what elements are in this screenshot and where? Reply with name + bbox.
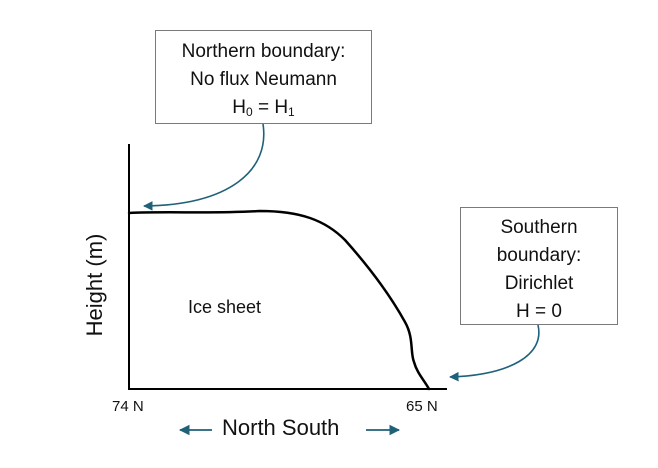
eq-h0: H bbox=[232, 97, 246, 118]
southern-boundary-box: Southern boundary: Dirichlet H = 0 bbox=[460, 207, 618, 325]
eq-equals-h1: = H bbox=[252, 97, 289, 118]
northern-boundary-type: No flux Neumann bbox=[190, 69, 337, 90]
southern-boundary-arrow bbox=[449, 324, 540, 382]
southern-boundary-line1: Southern bbox=[500, 217, 578, 238]
x-axis-label: North South bbox=[222, 415, 340, 440]
northern-boundary-title: Northern boundary: bbox=[181, 41, 346, 62]
x-tick-65n: 65 N bbox=[406, 398, 438, 415]
y-axis-label: Height (m) bbox=[82, 233, 107, 337]
x-tick-74n: 74 N bbox=[112, 398, 144, 415]
northern-boundary-arrow bbox=[143, 123, 265, 211]
eq-h1-subscript: 1 bbox=[288, 105, 295, 119]
ice-sheet-label: Ice sheet bbox=[188, 297, 262, 317]
southern-boundary-type: Dirichlet bbox=[504, 273, 574, 294]
southern-boundary-equation: H = 0 bbox=[516, 301, 562, 322]
eq-h0-subscript: 0 bbox=[245, 105, 253, 119]
northern-boundary-equation: H0 = H1 bbox=[156, 94, 371, 122]
northern-boundary-box: Northern boundary: No flux Neumann H0 = … bbox=[155, 30, 372, 124]
southern-boundary-line2: boundary: bbox=[496, 245, 582, 266]
ice-surface-profile bbox=[127, 209, 431, 391]
